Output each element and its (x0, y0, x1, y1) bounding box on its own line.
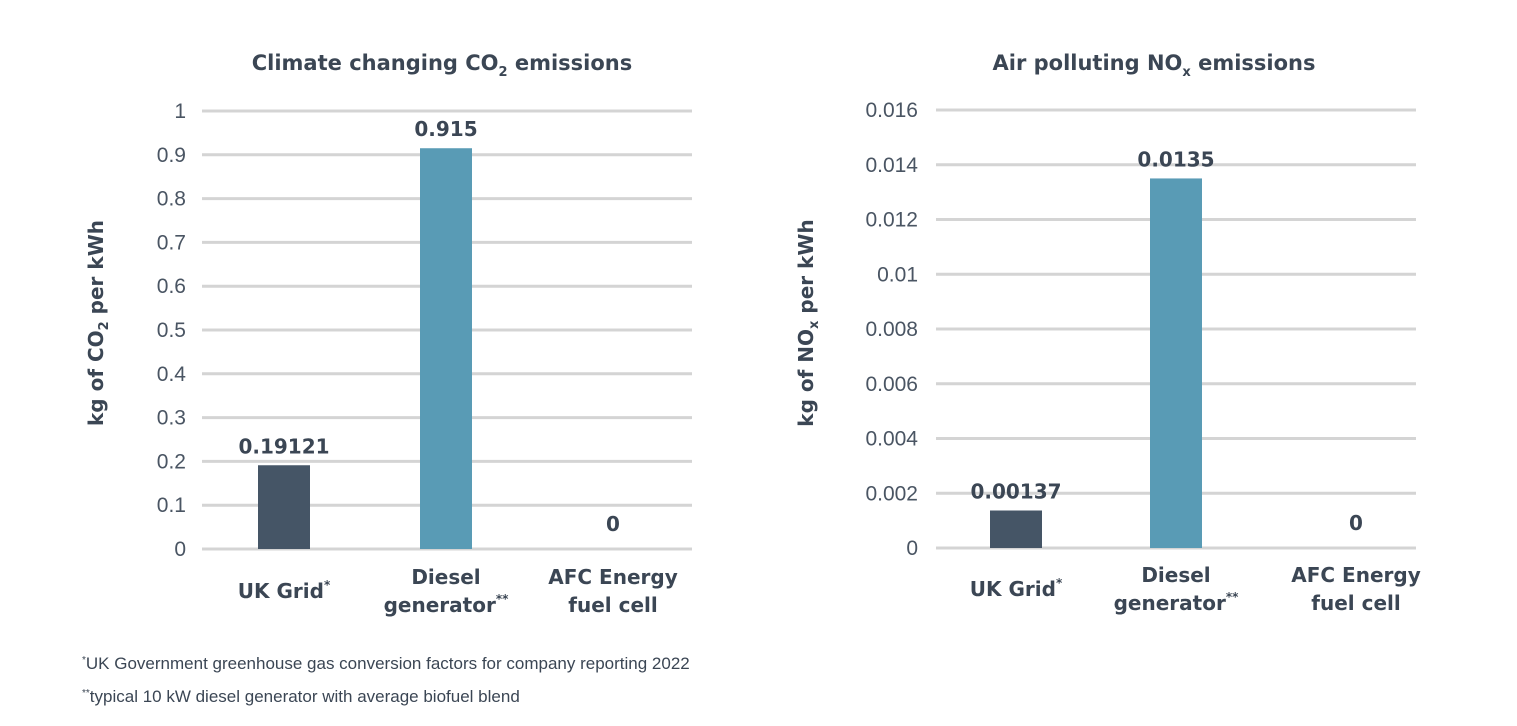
y-tick-label: 0.1 (157, 494, 186, 517)
footnote-2: **typical 10 kW diesel generator with av… (82, 679, 690, 712)
data-label: 0.00137 (970, 479, 1061, 503)
y-tick-label: 0.4 (157, 363, 187, 386)
y-tick-label: 0.016 (865, 99, 918, 122)
x-tick-label: UK Grid*​ (970, 576, 1063, 601)
y-tick-label: 0.6 (157, 275, 186, 298)
y-tick-label: 0.9 (157, 144, 186, 167)
bar (1150, 178, 1202, 548)
footnote-1-mark: * (82, 655, 86, 666)
x-tick-label: AFC Energy fuel cell (548, 565, 677, 617)
chart-title: Climate changing CO2 emissions (252, 51, 633, 80)
data-label: 0 (1349, 511, 1363, 535)
y-tick-label: 0.2 (157, 450, 186, 473)
footnote-2-text: typical 10 kW diesel generator with aver… (89, 687, 520, 706)
y-tick-label: 0.5 (157, 319, 186, 342)
y-tick-label: 0.7 (157, 231, 186, 254)
footnote-2-mark: ** (82, 688, 90, 699)
data-label: 0.915 (414, 117, 477, 141)
bar (990, 510, 1042, 548)
charts-canvas: Climate changing CO2 emissions kg of CO2 … (84, 51, 1421, 617)
y-tick-label: 0.3 (157, 407, 186, 430)
bar (258, 465, 310, 549)
y-tick-label: 0.012 (865, 209, 918, 232)
y-tick-label: 0.01 (877, 263, 918, 286)
y-tick-label: 0.008 (865, 318, 918, 341)
y-axis-label: kg of CO2 per kWh (84, 220, 112, 426)
x-tick-label: AFC Energy fuel cell (1291, 563, 1420, 615)
y-tick-label: 1 (174, 100, 186, 123)
data-label: 0.0135 (1137, 147, 1214, 171)
y-tick-label: 0.004 (865, 428, 918, 451)
y-tick-label: 0.014 (865, 154, 918, 177)
chart-1: Climate changing CO2 emissions kg of CO2 … (84, 51, 692, 617)
chart-2: Air polluting NOx emissions kg of NOx per… (794, 51, 1421, 615)
y-tick-label: 0 (174, 538, 186, 561)
y-tick-label: 0.006 (865, 373, 918, 396)
footnotes: *UK Government greenhouse gas conversion… (82, 646, 690, 712)
y-tick-label: 0.8 (157, 188, 186, 211)
y-tick-label: 0.002 (865, 482, 918, 505)
data-label: 0 (606, 512, 620, 536)
footnote-1: *UK Government greenhouse gas conversion… (82, 646, 690, 679)
footnote-1-text: UK Government greenhouse gas conversion … (85, 654, 690, 673)
data-label: 0.19121 (238, 434, 329, 458)
y-tick-label: 0 (906, 537, 918, 560)
y-axis-label: kg of NOx per kWh (794, 219, 822, 426)
bar (420, 148, 472, 550)
x-tick-label: UK Grid*​ (238, 578, 331, 603)
chart-title: Air polluting NOx emissions (993, 51, 1316, 80)
